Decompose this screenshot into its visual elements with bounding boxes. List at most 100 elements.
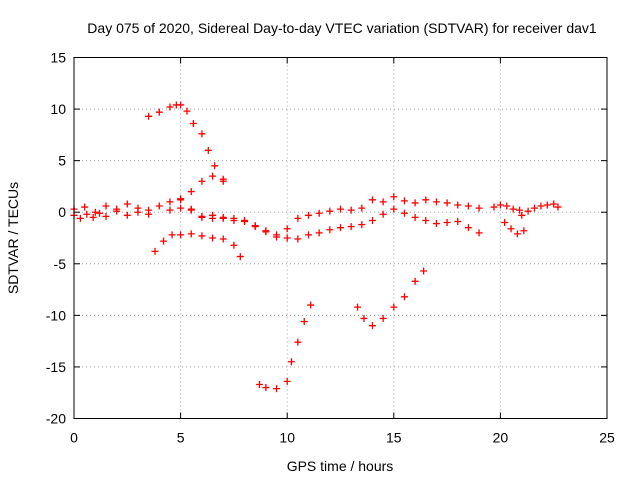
data-point: [358, 221, 366, 229]
plot-frame: [73, 57, 608, 419]
data-point: [368, 196, 376, 204]
data-point: [315, 209, 323, 217]
data-point: [326, 207, 334, 215]
data-point: [262, 384, 270, 392]
data-point: [155, 108, 163, 116]
data-point: [490, 203, 498, 211]
data-point: [198, 213, 206, 221]
data-point: [390, 303, 398, 311]
data-point: [189, 120, 197, 128]
data-point: [123, 200, 131, 208]
y-tick-label: -20: [46, 411, 66, 427]
data-point: [123, 211, 131, 219]
data-point: [537, 202, 545, 210]
data-point: [368, 216, 376, 224]
data-point: [496, 201, 504, 209]
data-point: [420, 267, 428, 275]
y-tick-label: 5: [58, 153, 66, 169]
data-point: [204, 146, 212, 154]
data-point: [209, 234, 217, 242]
axis-ticks: [73, 57, 608, 419]
data-point: [554, 203, 562, 211]
tick-labels: 0 5 10 15 20 25 -20 -15 -10 -5 0 5 10 15: [46, 50, 615, 446]
data-point: [166, 198, 174, 206]
data-point: [96, 209, 104, 217]
data-point: [177, 204, 185, 212]
data-point: [273, 385, 281, 393]
data-point: [151, 247, 159, 255]
data-point: [198, 232, 206, 240]
data-point: [475, 204, 483, 212]
x-tick-label: 5: [177, 430, 185, 446]
x-axis-label: GPS time / hours: [287, 458, 394, 474]
data-point: [251, 222, 259, 230]
data-point: [358, 204, 366, 212]
data-point: [198, 177, 206, 185]
data-point: [454, 217, 462, 225]
data-point: [294, 235, 302, 243]
data-point: [475, 229, 483, 237]
data-point: [187, 230, 195, 238]
data-point: [219, 175, 227, 183]
data-point: [155, 202, 163, 210]
data-point: [305, 211, 313, 219]
data-point: [236, 253, 244, 261]
data-point: [337, 205, 344, 213]
data-point: [168, 231, 176, 239]
data-point: [81, 203, 89, 211]
data-point: [294, 214, 302, 222]
data-point: [520, 227, 528, 235]
data-point: [283, 377, 291, 385]
data-point: [315, 229, 323, 237]
data-point: [432, 198, 440, 206]
y-tick-label: 15: [50, 50, 66, 66]
data-point: [102, 202, 110, 210]
data-point: [113, 207, 121, 215]
data-point: [501, 219, 509, 227]
x-tick-label: 10: [279, 430, 295, 446]
data-point: [83, 210, 91, 218]
data-point: [294, 338, 302, 346]
data-point: [177, 101, 185, 109]
data-point: [166, 103, 174, 111]
y-axis-label: SDTVAR / TECUs: [5, 182, 21, 294]
data-point: [443, 199, 451, 207]
data-point: [400, 293, 408, 301]
data-point: [183, 107, 191, 115]
grid: [74, 57, 607, 419]
y-tick-label: -10: [46, 307, 66, 323]
data-point: [454, 201, 462, 209]
data-point: [422, 216, 430, 224]
data-point: [187, 188, 195, 196]
data-point: [390, 193, 398, 201]
data-point: [422, 196, 430, 204]
data-point: [241, 217, 249, 225]
data-point: [230, 241, 238, 249]
data-point: [550, 200, 558, 208]
data-point: [516, 206, 524, 214]
data-point: [503, 202, 511, 210]
data-point: [160, 237, 168, 245]
data-point: [368, 322, 376, 330]
data-point: [209, 211, 217, 219]
data-point: [513, 230, 521, 238]
data-point: [305, 231, 313, 239]
data-point: [91, 208, 99, 216]
data-point: [432, 220, 440, 228]
x-tick-label: 0: [70, 430, 78, 446]
data-point: [326, 226, 334, 234]
data-point: [230, 216, 238, 224]
data-point: [337, 224, 344, 232]
data-point: [198, 130, 206, 138]
data-point: [464, 224, 472, 232]
data-point: [443, 219, 451, 227]
data-point: [531, 204, 539, 212]
data-point: [347, 206, 355, 214]
data-point: [400, 197, 408, 205]
data-point: [209, 172, 217, 180]
data-point: [379, 210, 387, 218]
x-tick-label: 15: [386, 430, 402, 446]
data-point: [524, 207, 532, 215]
data-point: [354, 303, 362, 311]
